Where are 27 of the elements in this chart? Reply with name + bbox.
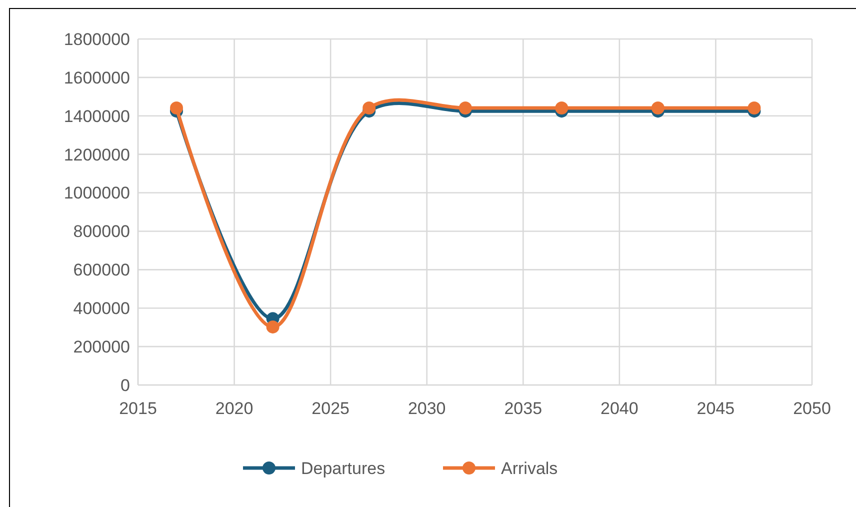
y-tick-label: 1400000 xyxy=(64,106,130,126)
x-tick-label: 2045 xyxy=(696,399,735,418)
point xyxy=(651,102,664,115)
y-tick-label: 800000 xyxy=(73,222,130,242)
point xyxy=(170,102,184,115)
point xyxy=(266,320,280,334)
x-tick-label: 2025 xyxy=(312,399,350,418)
x-tick-label: 2035 xyxy=(504,399,542,418)
y-tick-label: 1200000 xyxy=(64,145,130,164)
y-tick-label: 1000000 xyxy=(64,184,130,203)
y-tick-label: 200000 xyxy=(73,338,130,357)
y-tick-label: 0 xyxy=(120,376,130,395)
y-tick-label: 1800000 xyxy=(64,30,130,49)
y-tick-label: 400000 xyxy=(73,299,130,318)
x-tick-label: 2015 xyxy=(119,399,157,418)
point xyxy=(362,102,376,115)
point xyxy=(748,102,761,115)
point xyxy=(555,102,568,115)
y-tick-label: 1600000 xyxy=(64,68,130,88)
legend-label: Departures xyxy=(301,458,386,478)
x-tick-label: 2050 xyxy=(793,399,831,418)
x-tick-label: 2020 xyxy=(215,399,254,418)
point xyxy=(458,102,472,115)
y-tick-label: 600000 xyxy=(73,260,130,280)
legend-label: Arrivals xyxy=(501,458,558,478)
x-tick-label: 2040 xyxy=(600,399,638,418)
x-tick-label: 2030 xyxy=(408,399,446,418)
